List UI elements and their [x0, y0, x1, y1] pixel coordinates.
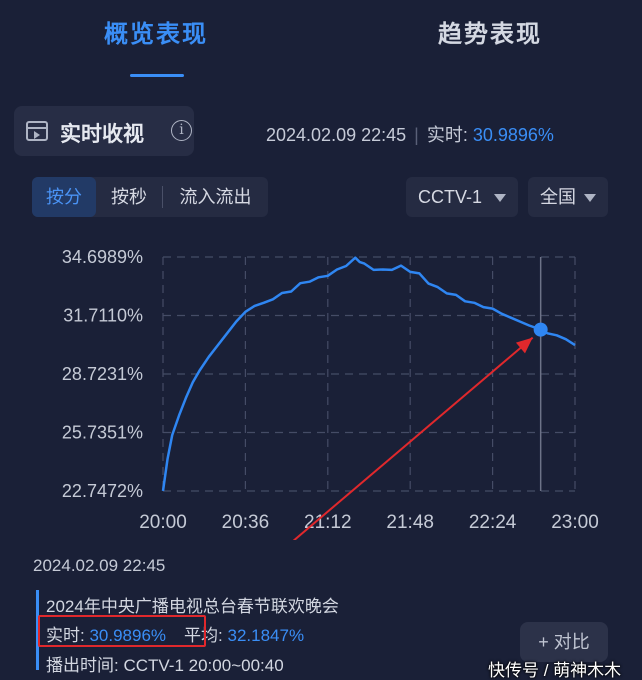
detail-accent-bar [36, 590, 39, 670]
detail-average-label: 平均: [184, 626, 223, 645]
arrow-head [515, 337, 533, 354]
top-tabs: 概览表现 趋势表现 [0, 0, 642, 88]
separator: | [414, 125, 419, 145]
chevron-down-icon [584, 194, 596, 202]
y-axis-labels: 34.6989% 31.7110% 28.7231% 25.7351% 22.7472% [62, 247, 143, 501]
watermark: 快传号 / 萌神木木 [488, 661, 622, 680]
detail-datetime: 2024.02.09 22:45 [33, 556, 166, 575]
granularity-switch: 按分 按秒 流入流出 [32, 177, 268, 217]
option-by-minute[interactable]: 按分 [32, 177, 96, 217]
summary-realtime-label: 实时: [426, 125, 468, 145]
airtime-value: CCTV-1 20:00~00:40 [123, 656, 284, 675]
x-tick-label: 20:36 [222, 512, 270, 533]
chevron-down-icon [494, 194, 506, 202]
realtime-summary: 2024.02.09 22:45 | 实时: 30.9896% [266, 121, 554, 147]
chart-grid [162, 256, 576, 492]
series-line [161, 256, 576, 492]
summary-datetime: 2024.02.09 22:45 [266, 125, 407, 145]
tab-overview[interactable]: 概览表现 [104, 21, 208, 48]
y-tick-label: 22.7472% [62, 481, 143, 501]
annotation-arrow [292, 336, 534, 540]
y-tick-label: 28.7231% [62, 364, 143, 384]
section-title: 实时收视 [60, 123, 144, 146]
x-tick-label: 23:00 [551, 512, 599, 533]
y-tick-label: 25.7351% [62, 423, 143, 443]
active-tab-indicator [130, 74, 184, 77]
channel-dropdown[interactable]: CCTV-1 [406, 177, 518, 217]
detail-average-value: 32.1847% [227, 626, 305, 645]
region-dropdown[interactable]: 全国 [528, 177, 608, 217]
compare-button[interactable]: + 对比 [520, 622, 608, 662]
x-tick-label: 20:00 [139, 512, 187, 533]
x-tick-label: 21:48 [386, 512, 434, 533]
x-axis-labels: 20:00 20:36 21:12 21:48 22:24 23:00 [139, 512, 599, 533]
y-tick-label: 34.6989% [62, 247, 143, 267]
cursor-point [533, 322, 548, 337]
detail-ratings-line: 实时: 30.9896% 平均: 32.1847% [46, 621, 304, 646]
tab-trend[interactable]: 趋势表现 [438, 21, 542, 48]
region-dropdown-value: 全国 [540, 187, 576, 207]
detail-realtime-value: 30.9896% [89, 626, 167, 645]
x-tick-label: 21:12 [304, 512, 352, 533]
option-by-second[interactable]: 按秒 [111, 187, 147, 207]
ratings-line-chart[interactable]: 34.6989% 31.7110% 28.7231% 25.7351% 22.7472%… [0, 240, 642, 540]
y-tick-label: 31.7110% [63, 306, 143, 326]
airtime-label: 播出时间: [46, 656, 119, 675]
detail-realtime-label: 实时: [46, 626, 85, 645]
summary-realtime-value: 30.9896% [472, 125, 554, 145]
detail-airtime-line: 播出时间: CCTV-1 20:00~00:40 [46, 651, 284, 676]
tv-play-icon [26, 121, 48, 141]
segment-divider [162, 186, 163, 208]
annotation-highlight-box [38, 615, 206, 647]
arrow-shaft [292, 336, 534, 540]
channel-dropdown-value: CCTV-1 [418, 187, 483, 207]
section-header: 实时收视 i [14, 106, 194, 156]
option-inflow-outflow[interactable]: 流入流出 [179, 187, 252, 207]
info-icon[interactable]: i [171, 120, 192, 141]
program-title: 2024年中央广播电视总台春节联欢晚会 [46, 597, 339, 616]
x-tick-label: 22:24 [469, 512, 517, 533]
